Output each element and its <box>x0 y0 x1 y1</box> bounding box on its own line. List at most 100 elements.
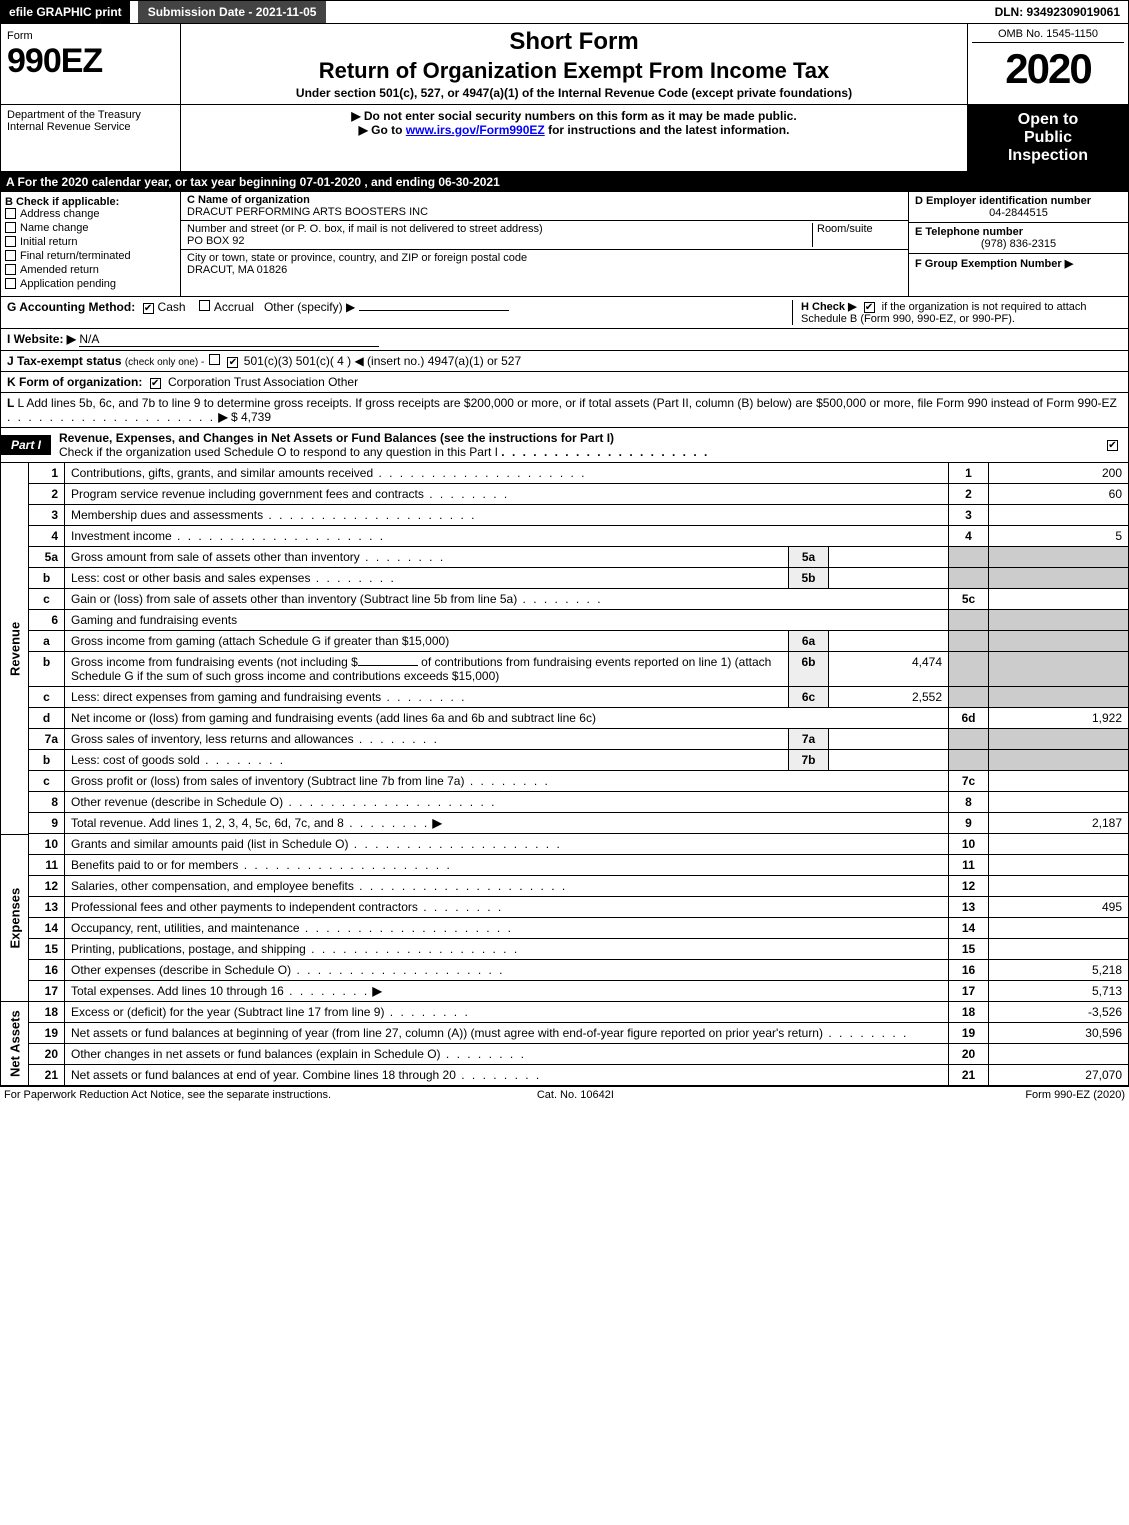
chk-application-pending[interactable]: Application pending <box>5 278 176 290</box>
line-num: 13 <box>29 897 65 918</box>
other-label: Other (specify) ▶ <box>264 300 355 314</box>
org-city-row: City or town, state or province, country… <box>181 250 908 278</box>
city-label: City or town, state or province, country… <box>187 252 527 264</box>
501c-checkbox[interactable]: ✔ <box>227 357 238 368</box>
schedule-o-checkbox[interactable]: ✔ <box>1107 440 1118 451</box>
dots <box>263 508 476 522</box>
revenue-side-label: Revenue <box>1 463 29 834</box>
dots <box>384 1005 469 1019</box>
table-row: Net Assets 18 Excess or (deficit) for th… <box>1 1002 1129 1023</box>
part1-title: Revenue, Expenses, and Changes in Net As… <box>51 428 1107 462</box>
line-num: a <box>29 631 65 652</box>
line-num: 18 <box>29 1002 65 1023</box>
accrual-checkbox[interactable] <box>199 300 210 311</box>
warn-goto-post: for instructions and the latest informat… <box>545 123 790 137</box>
box-value <box>829 750 949 771</box>
dots <box>464 774 549 788</box>
amt-value <box>989 631 1129 652</box>
chk-final-return[interactable]: Final return/terminated <box>5 250 176 262</box>
dots <box>418 900 503 914</box>
line-desc: Printing, publications, postage, and shi… <box>71 942 306 956</box>
table-row: 13 Professional fees and other payments … <box>1 897 1129 918</box>
chk-amended-return[interactable]: Amended return <box>5 264 176 276</box>
chk-label: Address change <box>20 208 100 220</box>
box-label: 7b <box>789 750 829 771</box>
dots <box>200 753 285 767</box>
l-value: $ 4,739 <box>231 410 271 424</box>
chk-name-change[interactable]: Name change <box>5 222 176 234</box>
line-desc: Net assets or fund balances at beginning… <box>71 1026 823 1040</box>
line-desc: Excess or (deficit) for the year (Subtra… <box>71 1005 384 1019</box>
cash-checkbox[interactable]: ✔ <box>143 303 154 314</box>
box-value <box>829 568 949 589</box>
dots <box>360 550 445 564</box>
line-num: d <box>29 708 65 729</box>
h-checkbox[interactable]: ✔ <box>864 302 875 313</box>
ein-row: D Employer identification number 04-2844… <box>909 192 1128 223</box>
j-label: J Tax-exempt status <box>7 354 122 368</box>
table-row: 20 Other changes in net assets or fund b… <box>1 1044 1129 1065</box>
chk-initial-return[interactable]: Initial return <box>5 236 176 248</box>
amt-value: 2,187 <box>989 813 1129 834</box>
table-row: 15 Printing, publications, postage, and … <box>1 939 1129 960</box>
table-row: 4 Investment income 4 5 <box>1 526 1129 547</box>
table-row: b Gross income from fundraising events (… <box>1 652 1129 687</box>
corporation-checkbox[interactable]: ✔ <box>150 378 161 389</box>
ein: 04-2844515 <box>915 207 1122 219</box>
form-label: Form <box>7 30 174 42</box>
expenses-side-label: Expenses <box>1 834 29 1002</box>
period-line: A For the 2020 calendar year, or tax yea… <box>0 172 1129 192</box>
amt-label: 14 <box>949 918 989 939</box>
box-label: 5b <box>789 568 829 589</box>
other-specify-input[interactable] <box>359 310 509 311</box>
table-row: 21 Net assets or fund balances at end of… <box>1 1065 1129 1086</box>
line-num: 3 <box>29 505 65 526</box>
omb-number: OMB No. 1545-1150 <box>972 28 1124 43</box>
amt-label: 20 <box>949 1044 989 1065</box>
line-num: 19 <box>29 1023 65 1044</box>
efile-print-button[interactable]: efile GRAPHIC print <box>1 1 130 23</box>
amt-label <box>949 687 989 708</box>
amt-label: 10 <box>949 834 989 855</box>
org-addr: PO BOX 92 <box>187 235 244 247</box>
chk-label: Application pending <box>20 278 116 290</box>
amt-label: 6d <box>949 708 989 729</box>
inspection: Inspection <box>972 147 1124 165</box>
dots <box>354 732 439 746</box>
line-num: c <box>29 687 65 708</box>
line-num: 1 <box>29 463 65 484</box>
line-desc-pre: Gross income from fundraising events (no… <box>71 655 358 669</box>
contrib-input[interactable] <box>358 665 418 666</box>
irs-label: Internal Revenue Service <box>7 121 174 133</box>
open-public-block: Open to Public Inspection <box>968 105 1128 171</box>
open-to: Open to <box>972 111 1124 129</box>
irs-link[interactable]: www.irs.gov/Form990EZ <box>406 123 545 137</box>
line-num: 15 <box>29 939 65 960</box>
right-info: D Employer identification number 04-2844… <box>908 192 1128 296</box>
line-desc: Gaming and fundraising events <box>71 613 237 627</box>
org-info: C Name of organization DRACUT PERFORMING… <box>181 192 908 296</box>
501c3-checkbox[interactable] <box>209 354 220 365</box>
line-num: 14 <box>29 918 65 939</box>
table-row: b Less: cost or other basis and sales ex… <box>1 568 1129 589</box>
warn-goto-pre: ▶ Go to <box>359 123 406 137</box>
line-desc: Gross income from gaming (attach Schedul… <box>71 634 449 648</box>
table-row: 7a Gross sales of inventory, less return… <box>1 729 1129 750</box>
org-name: DRACUT PERFORMING ARTS BOOSTERS INC <box>187 206 428 218</box>
line-desc: Other changes in net assets or fund bala… <box>71 1047 441 1061</box>
box-value <box>829 547 949 568</box>
line-desc: Less: direct expenses from gaming and fu… <box>71 690 381 704</box>
tax-exempt-row: J Tax-exempt status (check only one) - ✔… <box>0 351 1129 372</box>
checkbox-icon <box>5 222 16 233</box>
footer-form: 990-EZ <box>1054 1089 1090 1101</box>
line-num: 12 <box>29 876 65 897</box>
dots <box>517 592 602 606</box>
chk-address-change[interactable]: Address change <box>5 208 176 220</box>
chk-label: Amended return <box>20 264 99 276</box>
top-bar: efile GRAPHIC print Submission Date - 20… <box>0 0 1129 24</box>
k-label: K Form of organization: <box>7 375 142 389</box>
line-desc: Contributions, gifts, grants, and simila… <box>71 466 373 480</box>
line-num: 7a <box>29 729 65 750</box>
dots <box>283 795 496 809</box>
dots <box>310 571 395 585</box>
